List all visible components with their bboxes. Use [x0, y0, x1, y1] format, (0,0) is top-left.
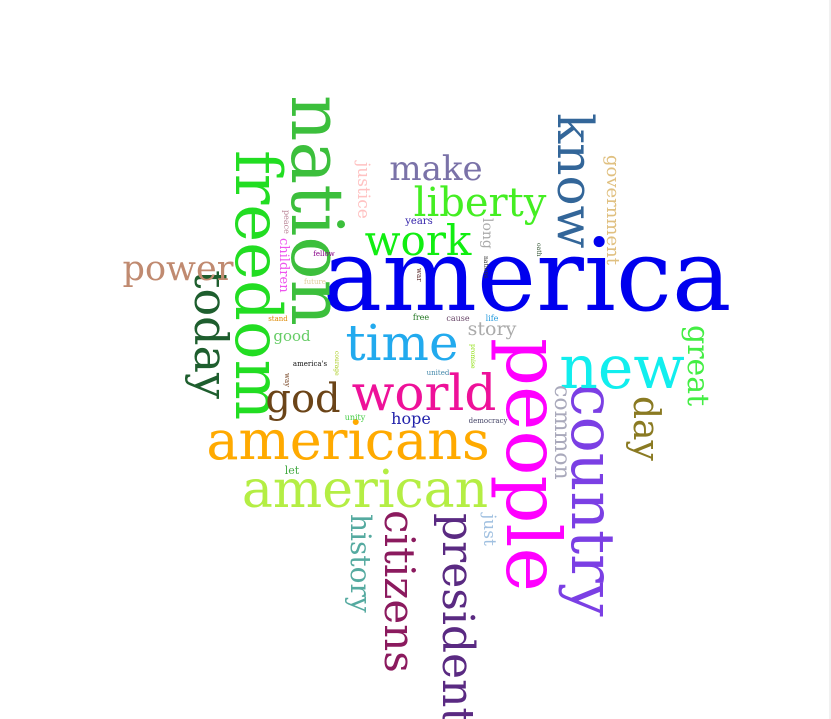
- word-american: american: [242, 460, 488, 520]
- word-good: good: [273, 327, 311, 345]
- word-war: war: [415, 268, 423, 282]
- word-hope: hope: [391, 409, 431, 428]
- word-long: long: [479, 218, 495, 249]
- word-unity: unity: [345, 413, 366, 422]
- word-cloud-words: america nation freedom people country am…: [123, 95, 732, 719]
- word-americans: americans: [206, 409, 489, 472]
- word-courage: courage: [333, 351, 340, 376]
- word-know: know: [546, 113, 604, 249]
- word-let: let: [285, 464, 300, 477]
- word-life: life: [486, 314, 499, 323]
- word-world: world: [352, 364, 497, 422]
- word-story: story: [468, 318, 517, 340]
- word-democracy: democracy: [469, 417, 508, 425]
- word-work: work: [365, 216, 472, 265]
- word-today: today: [184, 270, 238, 399]
- right-edge-divider: [829, 0, 831, 719]
- word-god: god: [265, 376, 340, 422]
- word-day: day: [625, 396, 666, 462]
- word-children: children: [276, 238, 291, 293]
- word-government: government: [602, 155, 623, 266]
- word-people: people: [489, 338, 577, 592]
- word-just: just: [479, 512, 499, 546]
- word-promise: promise: [469, 344, 476, 369]
- word-time: time: [345, 314, 458, 372]
- word-common: common: [549, 385, 574, 480]
- word-free: free: [413, 313, 430, 322]
- word-oath: oath: [535, 243, 542, 257]
- word-america: america: [322, 217, 731, 334]
- word-president: president: [432, 513, 483, 719]
- word-future: future: [304, 278, 326, 286]
- word-country: country: [557, 383, 627, 617]
- word-americas: america's: [293, 360, 328, 368]
- word-nations: nations: [482, 256, 489, 278]
- word-years: years: [404, 216, 432, 227]
- word-nation: nation: [275, 95, 359, 326]
- word-justice: justice: [353, 160, 373, 219]
- word-power: power: [123, 249, 234, 289]
- word-liberty: liberty: [414, 180, 547, 226]
- word-great: great: [680, 325, 715, 406]
- word-history: history: [344, 514, 377, 613]
- word-make: make: [389, 149, 482, 189]
- word-fellow: fellow: [313, 250, 334, 258]
- word-cause: cause: [446, 314, 470, 323]
- word-freedom: freedom: [220, 150, 294, 420]
- word-peace: peace: [282, 210, 291, 234]
- word-citizens: citizens: [375, 510, 424, 673]
- word-stand: stand: [268, 315, 288, 323]
- word-united: united: [427, 369, 450, 377]
- word-way: way: [283, 373, 291, 387]
- word-new: new: [559, 333, 685, 403]
